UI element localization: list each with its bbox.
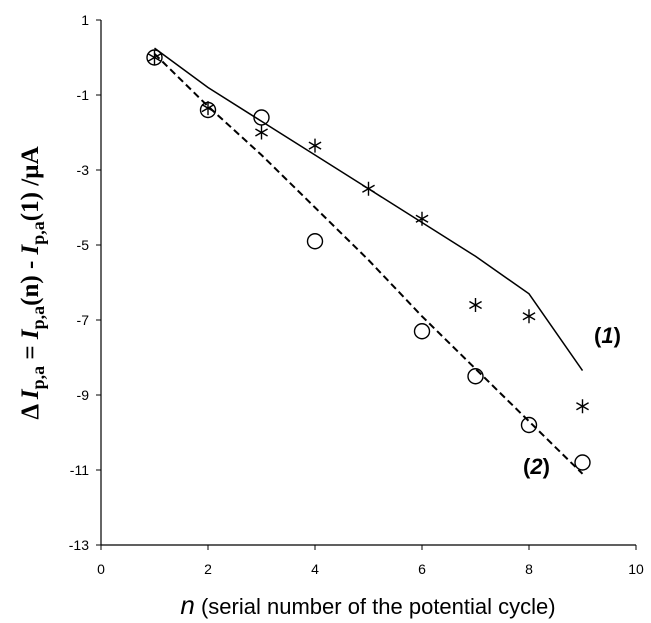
- x-tick-label: 8: [525, 561, 533, 577]
- series-labels: (1) (2): [523, 323, 621, 479]
- y-tick-label: 1: [81, 12, 89, 28]
- asterisk-stroke: [576, 402, 589, 411]
- y-tick-label: -9: [77, 387, 90, 403]
- circle-marker: [199, 101, 217, 119]
- series-label-1: (1): [594, 323, 621, 348]
- y-tick-label: -1: [77, 87, 90, 103]
- asterisk-stroke: [201, 104, 215, 113]
- trend-line-series-2: [153, 53, 584, 475]
- asterisk-marker: [255, 125, 268, 140]
- asterisk-marker: [576, 399, 589, 414]
- series-label-2: (2): [523, 454, 550, 479]
- x-tick-label: 6: [418, 561, 426, 577]
- x-tick-label: 0: [97, 561, 105, 577]
- y-tick-label: -13: [69, 537, 89, 553]
- trend-lines: [153, 47, 584, 475]
- trend-line-series-1: [154, 47, 584, 372]
- y-tick-label: -11: [70, 462, 89, 478]
- circle-marker: [306, 233, 324, 250]
- x-tick-label: 10: [628, 561, 644, 577]
- axes: [96, 19, 637, 550]
- circle-marker: [413, 323, 431, 340]
- asterisk-stroke: [255, 128, 268, 137]
- circle-marker: [520, 416, 538, 434]
- y-tick-label: -5: [77, 237, 90, 253]
- y-tick-label: -3: [77, 162, 90, 178]
- asterisk-marker: [362, 181, 375, 196]
- asterisk-stroke: [522, 312, 536, 321]
- asterisk-marker: [308, 138, 322, 153]
- asterisk-stroke: [308, 141, 322, 150]
- asterisk-marker: [148, 50, 161, 65]
- circle-marker: [146, 49, 163, 66]
- asterisk-marker: [415, 211, 429, 226]
- circle-marker: [467, 368, 484, 385]
- asterisk-marker: [522, 309, 536, 324]
- circle-marker: [574, 454, 591, 471]
- circle-marker: [253, 109, 270, 126]
- x-tick-label: 4: [311, 561, 319, 577]
- y-tick-label: -7: [77, 312, 90, 328]
- data-markers: [146, 49, 591, 471]
- y-axis-label: Δ Ip,a = Ip,a(n) - Ip,a(1) /µA: [17, 146, 48, 419]
- asterisk-stroke: [469, 300, 482, 310]
- asterisk-marker: [469, 298, 482, 312]
- asterisk-stroke: [415, 214, 429, 223]
- x-tick-label: 2: [204, 561, 212, 577]
- x-axis-label: n (serial number of the potential cycle): [180, 590, 555, 620]
- asterisk-stroke: [362, 184, 375, 193]
- asterisk-stroke: [148, 53, 161, 62]
- tick-labels: 1 -1 -3 -5 -7 -9 -11 -13 0 2 4 6 8 10: [69, 12, 644, 577]
- asterisk-marker: [201, 101, 215, 116]
